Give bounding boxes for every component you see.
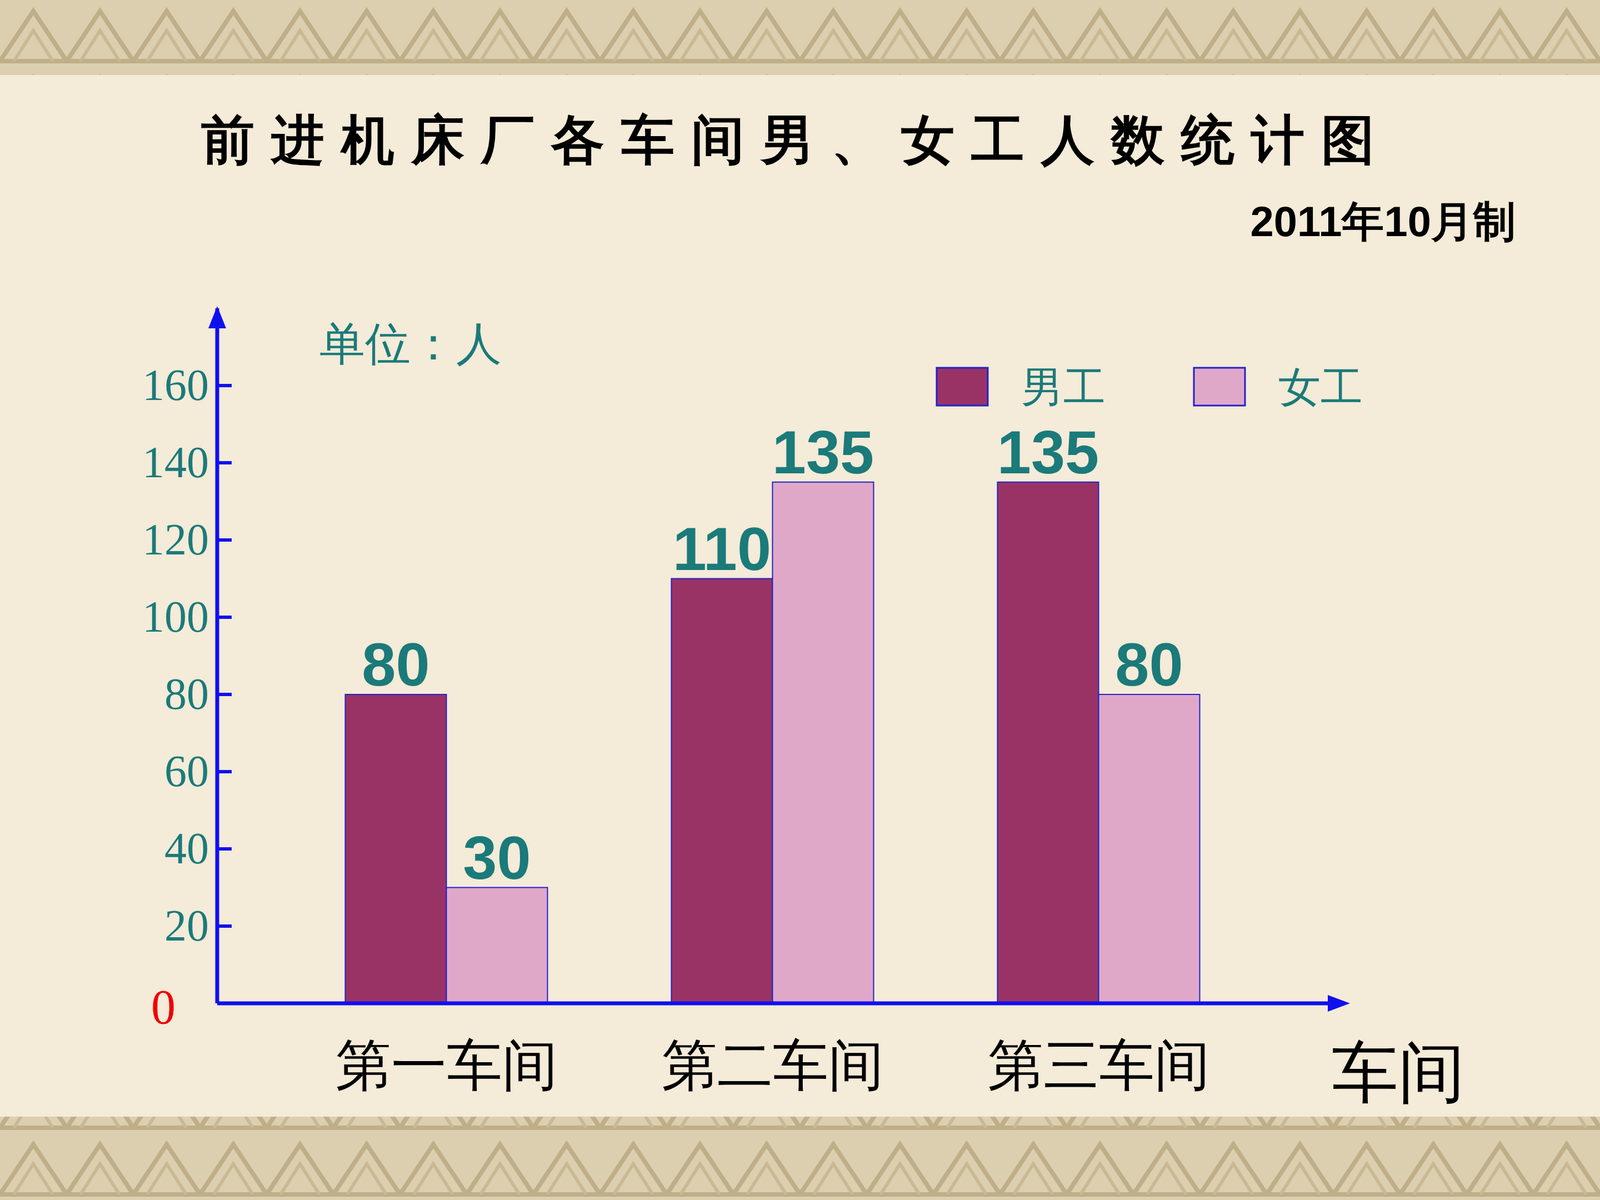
data-label: 30 [462, 823, 531, 892]
x-tick-label: 第三车间 [987, 1035, 1210, 1097]
y-tick-label: 120 [142, 515, 209, 564]
bars [345, 482, 1200, 1004]
legend-swatch [1193, 367, 1245, 406]
background [0, 0, 1600, 1200]
y-tick-label: 100 [142, 592, 209, 642]
y-tick-label: 160 [142, 360, 209, 410]
bar [1098, 694, 1200, 1004]
y-tick-label: 0 [151, 980, 176, 1034]
data-label: 135 [997, 417, 1100, 487]
y-tick [217, 538, 232, 542]
y-tick [217, 1001, 218, 1005]
data-label: 80 [1115, 630, 1183, 699]
y-axis [215, 308, 220, 1004]
top-band [0, 0, 1600, 75]
y-axis-title: 单位：人 [319, 318, 502, 370]
data-label: 135 [772, 417, 875, 487]
y-tick-label: 60 [164, 746, 209, 796]
y-tick [217, 615, 232, 619]
y-tick-label: 20 [164, 901, 209, 950]
bar [772, 482, 874, 1004]
y-tick-label: 80 [164, 669, 209, 719]
bar [446, 887, 548, 1004]
legend-label: 女工 [1278, 363, 1363, 411]
y-tick [217, 770, 232, 774]
bottom-band [0, 1116, 1600, 1200]
chart-root: 前进机床厂各车间男、女工人数统计图2011年10月制单位：人8011013530… [0, 0, 1600, 1200]
data-labels: 801101353013580 [361, 417, 1183, 892]
y-tick [217, 383, 232, 388]
x-tick-label: 第一车间 [335, 1035, 558, 1097]
bar [997, 482, 1099, 1004]
x-axis [217, 1001, 1339, 1006]
x-axis-arrow [1327, 995, 1350, 1012]
y-tick-label: 40 [164, 823, 209, 873]
title: 前进机床厂各车间男、女工人数统计图 [201, 110, 1392, 170]
data-label: 80 [361, 630, 430, 699]
data-label: 110 [672, 514, 772, 583]
legend-swatch [936, 367, 988, 406]
bar [671, 578, 773, 1004]
y-tick [217, 847, 232, 851]
y-axis-arrow [208, 306, 227, 329]
y-tick [217, 692, 232, 697]
y-tick [217, 461, 232, 465]
bar [345, 694, 447, 1004]
y-tick-label: 140 [142, 437, 209, 487]
legend-label: 男工 [1021, 363, 1106, 411]
x-tick-label: 第二车间 [661, 1035, 884, 1097]
y-tick [217, 924, 232, 928]
subtitle: 2011年10月制 [1250, 197, 1516, 245]
x-axis-title: 车间 [1331, 1036, 1465, 1110]
